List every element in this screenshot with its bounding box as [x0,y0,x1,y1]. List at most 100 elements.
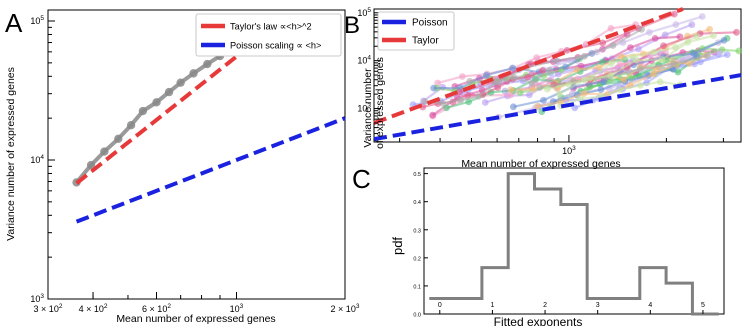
panel-a-poisson-line [75,116,346,224]
panel-c-y-tick-label: 0.4 [413,200,421,206]
panel-b-data-point [636,65,644,73]
panel-b-legend-label: Poisson [412,18,448,29]
panel-b-data-point [533,54,541,62]
panel-b-data-point [690,50,698,57]
panel-c-x-label: Fitted exponents [494,315,583,326]
panel-b-data-point [632,56,640,64]
panel-b-data-point [464,91,472,99]
panel-b-data-point [555,90,563,98]
panel-b-data-point [580,90,588,98]
panel-b-data-point [516,89,524,96]
panel-b-data-point [526,91,533,99]
panel-a-legend-box [195,13,342,57]
panel-a-legend-label: Poisson scaling ∝ <h> [230,41,321,51]
panel-b-data-point [627,44,634,52]
panel-b-x-label: Mean number of expressed genes [461,158,620,170]
panel-b-data-point [706,25,714,33]
panel-b-data-point [439,99,447,107]
panel-b-data-point [580,52,588,60]
panel-c-chart: 0 1 2 3 4 5 0.0 0.1 0.2 0.3 0.4 0.5 Fitted exponen… [390,167,725,326]
panel-c-y-tick-label: 0.3 [413,228,421,234]
panel-b-data-point [509,103,517,111]
panel-b-data-point [607,60,615,67]
panel-b-poisson-line [373,73,742,142]
panel-b-y-label-line1: Variance number [362,68,374,148]
panel-a-data-point [86,160,96,170]
panel-c-y-tick-label: 0.1 [413,284,421,290]
panel-b-data-point [716,48,724,56]
panel-b-data-point [616,86,624,94]
panel-b-data-point [597,86,605,94]
panel-b-data-point [481,99,489,106]
panel-a-y-tick-label: 104 [30,154,44,165]
panel-a-data-point [114,134,123,144]
panel-b-data-point [562,63,569,71]
panel-b-data-point [650,48,658,56]
panel-b-data-point [565,80,573,88]
panel-b-data-point [670,60,678,68]
panel-b-data-point [573,66,581,73]
panel-a-legend: Taylor's law ∝<h>^2 Poisson scaling ∝ <h> [195,13,342,57]
panel-c-y-tick-label: 0.2 [413,256,421,262]
panel-b-data-point [735,47,743,55]
panel-b-taylor-line [373,7,684,125]
panel-b-data-point [482,71,490,79]
panel-a-x-tick-label: 6 × 102 [142,303,171,314]
panel-b-data-point [507,86,514,94]
panel-b-data-point [617,53,625,61]
panel-c-histogram [429,172,719,316]
panel-c-y-label: pdf [390,237,405,255]
panel-b-data-point [620,76,628,84]
panel-b-data-point [651,34,659,42]
panel-b-data-point [552,57,560,65]
panel-a-y-tick-label: 105 [30,15,44,26]
panel-b-data-point [543,85,551,93]
panel-b-data-point [429,111,437,119]
panel-b-data-point [686,60,693,68]
panel-a-x-tick-label: 2 × 103 [331,303,360,314]
panel-b-data-point [539,67,547,74]
panel-label-b: B [344,12,360,39]
panel-b-data-point [710,32,717,39]
panel-a-y-tick-label: 103 [30,293,44,304]
panel-b-data-point [656,78,664,86]
panel-b-data-point [720,36,728,44]
panel-a-data-line [75,33,274,184]
panel-a-x-tick-label: 103 [230,303,244,314]
panel-a-data-point [176,78,185,87]
panel-b-y-tick-label: 103 [357,103,371,114]
panel-c-x-tick-label: 0 [438,302,442,309]
panel-b-data-point [723,51,731,59]
panel-b-data-point [674,68,682,76]
panel-b-data-point [529,85,537,93]
panel-b-data-point [524,73,532,81]
panel-c-x-tick-label: 1 [490,302,494,309]
panel-a-data-point [138,106,148,116]
panel-a-data-point [126,120,136,130]
panel-b-data-point [465,98,473,106]
panel-c-frame [423,167,725,315]
panel-b-data-point [698,13,706,20]
panel-a-data-point [164,87,174,97]
panel-b-data-point [457,96,464,104]
panel-c-x-tick-label: 3 [596,302,600,309]
panel-b-data-point [646,28,653,36]
panel-b-data-point [733,28,740,36]
panel-b-data-point [660,42,667,50]
panel-c-y-tick-label: 0.5 [413,172,421,178]
panel-b-data-point [421,98,429,105]
panel-a-x-tick-label: 3 × 102 [34,303,63,314]
panel-b-data-point [616,61,624,68]
panel-b-data-point [494,84,502,92]
panel-b-data-point [581,76,589,84]
panel-b-legend: Poisson Taylor [377,11,455,51]
panel-label-a: A [5,8,23,38]
panel-b-data-point [693,32,701,40]
panel-b-data-point [536,84,544,91]
panel-b-data-point [688,21,696,29]
panel-b-data-point [599,39,607,47]
panel-b-data-point [563,46,571,54]
panel-a-frame [47,9,346,300]
panel-a-legend-label: Taylor's law ∝<h>^2 [230,22,312,32]
